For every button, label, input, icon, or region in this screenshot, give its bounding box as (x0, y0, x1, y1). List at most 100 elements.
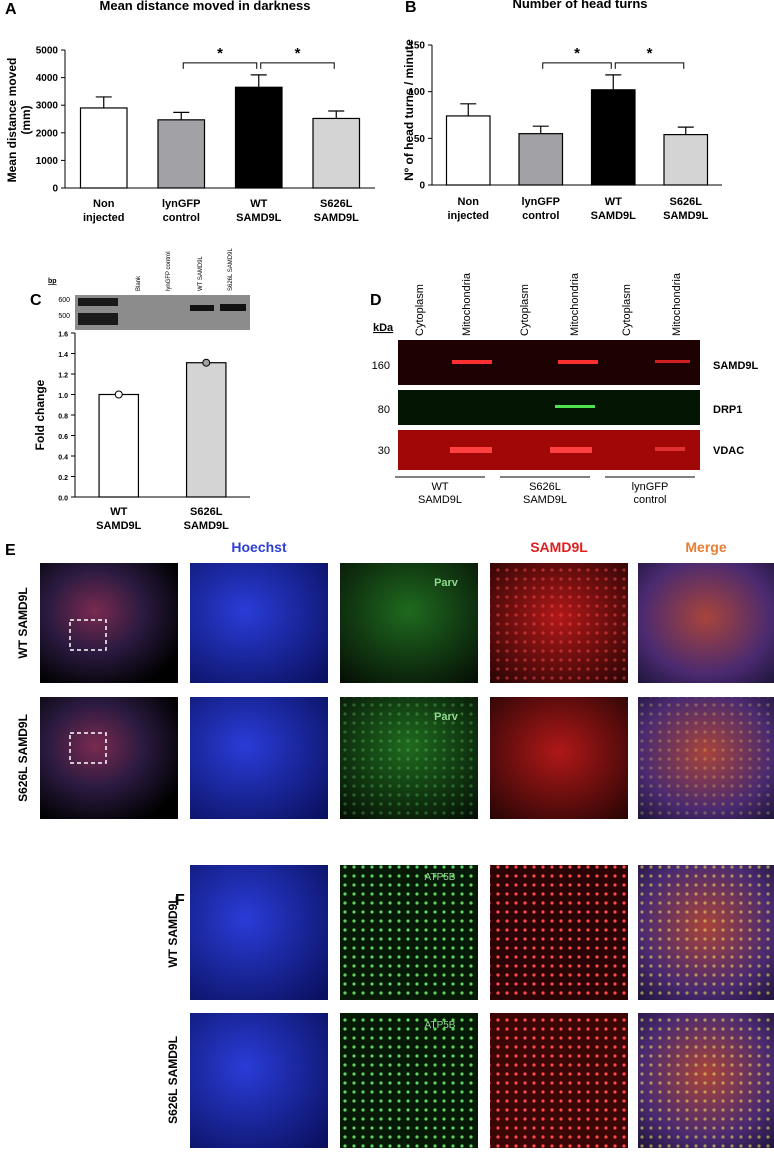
error-bar (605, 74, 622, 90)
blot-marker: 30 (378, 445, 390, 457)
y-tick-label: 0 (419, 181, 425, 192)
y-tick-label: 1.2 (58, 373, 68, 380)
gel-lane-label: S626L SAMD9L (228, 248, 234, 291)
x-tick-label: S626L SAMD9L (314, 198, 360, 224)
blot-image (398, 340, 700, 385)
y-axis-label: Nº of head turns / minute (402, 39, 416, 181)
blot-image (398, 390, 700, 425)
panel-label: F (175, 892, 185, 909)
bar (185, 362, 227, 498)
bar (445, 115, 491, 186)
error-bar (460, 103, 477, 116)
channel-header: SAMD9L (530, 539, 588, 555)
y-tick-label: 0.4 (58, 455, 68, 462)
y-tick-label: 50 (414, 134, 426, 145)
blot-band (555, 405, 595, 408)
blot-protein: DRP1 (713, 404, 742, 416)
row-label: WT SAMD9L (166, 896, 180, 967)
blot-protein: SAMD9L (713, 360, 759, 372)
blot-group-label: WT SAMD9L (418, 481, 462, 506)
y-tick-label: 1.6 (58, 332, 68, 339)
inset-label: Parv (434, 711, 459, 723)
gel-band (190, 305, 214, 311)
error-bar (95, 96, 112, 108)
blot-column-label: Mitochondria (671, 272, 683, 336)
point (114, 390, 123, 399)
y-tick-label: 0.8 (58, 414, 68, 421)
significance-marker: * (647, 45, 653, 62)
blot-band (452, 360, 492, 364)
x-tick-label: lynGFP control (521, 196, 560, 222)
micrograph-grid-e (40, 563, 774, 819)
y-tick-label: 0 (52, 184, 58, 195)
micrograph (190, 697, 328, 819)
panel-label: E (5, 542, 16, 559)
blot-column-label: Mitochondria (569, 272, 581, 336)
blot-marker: 160 (372, 360, 390, 372)
panel-label: C (30, 292, 42, 309)
y-tick-label: 0.0 (58, 496, 68, 503)
y-tick-label: 4000 (36, 73, 59, 84)
blot-unit: kDa (373, 322, 394, 334)
gel-unit: bp (48, 278, 57, 285)
micrograph-texture (340, 697, 478, 819)
blot-image (398, 430, 700, 470)
gel-marker: 500 (58, 313, 70, 320)
gel-band (78, 313, 118, 325)
gel-marker: 600 (58, 297, 70, 304)
blot-marker: 80 (378, 404, 390, 416)
bar (234, 86, 283, 189)
x-tick-label: S626L SAMD9L (663, 196, 709, 222)
micrograph (490, 697, 628, 819)
x-tick-label: Non injected (83, 198, 125, 224)
micrograph (190, 865, 328, 1000)
y-tick-label: 1.4 (58, 352, 68, 359)
micrograph (40, 697, 178, 819)
blot-band (450, 447, 492, 453)
significance-bracket (614, 62, 685, 69)
y-tick-label: 2000 (36, 128, 59, 139)
row-label: S626L SAMD9L (16, 714, 30, 802)
y-tick-label: 0.6 (58, 434, 68, 441)
blot-column-label: Cytoplasm (414, 284, 426, 336)
blot-group-label: lynGFP control (632, 481, 669, 506)
gel-lane-label: WT SAMD9L (198, 255, 204, 291)
inset-box (69, 619, 107, 651)
blot-column-label: Cytoplasm (621, 284, 633, 336)
x-tick-label: S626L SAMD9L (184, 506, 230, 532)
blot-band (655, 360, 690, 363)
micrograph-texture (490, 563, 628, 683)
inset-box (69, 732, 107, 764)
error-bar (677, 126, 694, 135)
chart-title: Mean distance moved in darkness (100, 0, 311, 13)
y-tick-label: 100 (408, 87, 425, 98)
error-bar (250, 74, 267, 88)
blot-column-label: Mitochondria (461, 272, 473, 336)
point (202, 358, 211, 367)
significance-bracket (542, 62, 612, 69)
bar (79, 107, 128, 189)
micrograph (190, 563, 328, 683)
micrograph (340, 563, 478, 683)
gel-lane-label: Blank (136, 275, 142, 291)
panel-label: D (370, 292, 382, 309)
error-bar (328, 110, 345, 119)
y-tick-label: 0.2 (58, 475, 68, 482)
error-bar (173, 111, 190, 120)
inset-label: Parv (434, 577, 459, 589)
bar (157, 119, 206, 189)
blot-group-label: S626L SAMD9L (523, 481, 567, 506)
micrograph-texture (490, 1013, 628, 1148)
micrograph-texture (638, 1013, 774, 1148)
gel-band (220, 304, 246, 311)
x-tick-label: Non injected (447, 196, 489, 222)
y-tick-label: 1.0 (58, 393, 68, 400)
y-axis-label: Mean distance moved(mm) (5, 58, 33, 183)
bar (312, 117, 361, 189)
panel-label: A (5, 1, 17, 18)
blot-band (550, 447, 592, 453)
significance-marker: * (217, 45, 223, 62)
x-tick-label: WT SAMD9L (236, 198, 282, 224)
bar (98, 393, 140, 498)
